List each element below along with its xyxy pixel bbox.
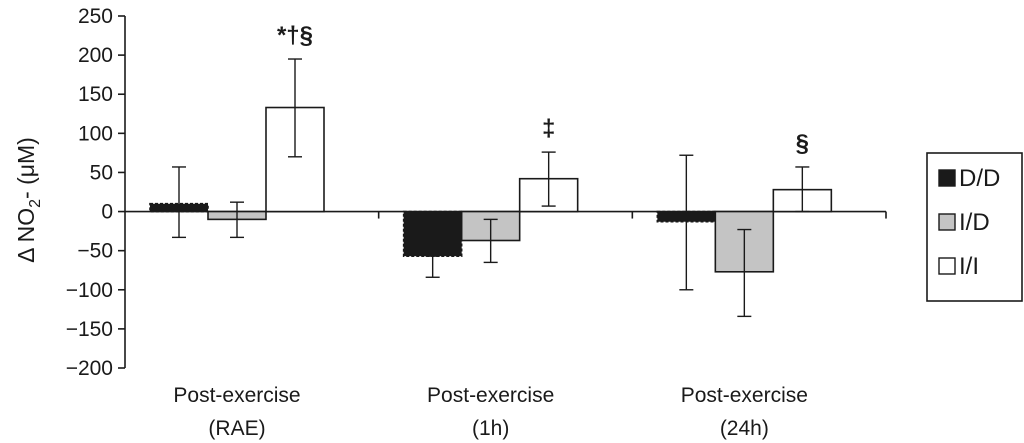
legend-swatch-d-d: [938, 169, 956, 187]
y-tick-label: 50: [90, 161, 113, 184]
x-category-label: (24h): [720, 417, 769, 440]
y-tick-label: 100: [78, 122, 113, 145]
x-category-label: Post-exercise: [427, 384, 554, 407]
legend-label: I/D: [959, 209, 990, 236]
legend-swatch-i-i: [938, 257, 956, 275]
bar-d-d: [402, 210, 463, 257]
y-tick-label: 250: [78, 5, 113, 28]
x-category-label: Post-exercise: [173, 384, 300, 407]
legend: D/D I/D I/I: [926, 152, 1023, 302]
plot-area: 250 200 150 100 50 0 −50 −100 −150 −200 Post-exerc…: [66, 5, 887, 440]
y-axis-label: Δ NO2- (μM): [13, 137, 44, 263]
x-category-label: (1h): [472, 417, 509, 440]
legend-label: D/D: [959, 165, 1000, 192]
y-axis-label-unit: - (μM): [13, 137, 39, 199]
y-tick-label: 0: [101, 201, 113, 224]
significance-annotation: ‡: [542, 115, 555, 142]
x-category-label: (RAE): [208, 417, 265, 440]
significance-annotation: §: [796, 130, 809, 157]
y-tick-label: −150: [66, 318, 113, 341]
y-tick-label: −50: [77, 240, 113, 263]
x-category-label: Post-exercise: [681, 384, 808, 407]
y-axis-label-subscript: 2: [27, 199, 44, 208]
legend-swatch-i-d: [938, 213, 956, 231]
y-tick-label: −100: [66, 279, 113, 302]
legend-label: I/I: [959, 253, 979, 280]
y-tick-label: 200: [78, 44, 113, 67]
significance-annotation: *†§: [277, 22, 313, 49]
y-axis-label-main: Δ NO: [13, 208, 39, 263]
y-tick-label: −200: [66, 357, 113, 380]
y-tick-label: 150: [78, 83, 113, 106]
